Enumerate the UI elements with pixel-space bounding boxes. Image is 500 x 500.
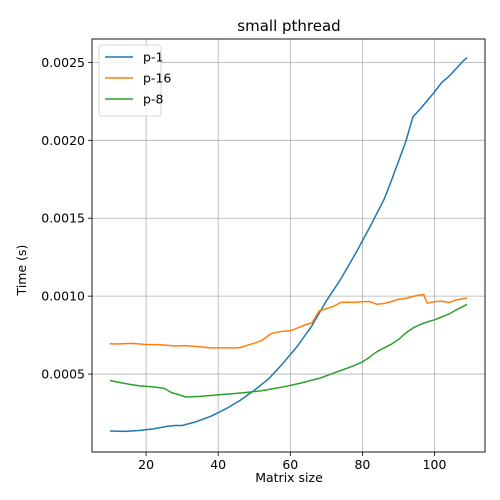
series-line-p-8 xyxy=(109,303,468,398)
series-line-p-16 xyxy=(109,293,468,349)
plot-frame xyxy=(91,38,486,453)
x-tick-label: 40 xyxy=(210,457,226,472)
grid-lines xyxy=(92,39,485,452)
y-tick-label: 0.0010 xyxy=(41,289,85,304)
x-axis: 20 40 60 80 100 xyxy=(138,452,446,472)
y-tick-label: 0.0020 xyxy=(41,133,85,148)
y-axis-label: Time (s) xyxy=(14,245,29,297)
x-tick-label: 80 xyxy=(354,457,370,472)
y-tick-label: 0.0005 xyxy=(41,367,85,382)
y-tick-label: 0.0025 xyxy=(41,55,85,70)
legend-label-p-1: p-1 xyxy=(143,50,163,65)
legend-label-p-16: p-16 xyxy=(143,71,171,86)
x-tick-label: 60 xyxy=(282,457,298,472)
legend: p-1 p-16 p-8 xyxy=(98,44,171,117)
x-axis-label: Matrix size xyxy=(255,470,323,485)
legend-label-p-8: p-8 xyxy=(143,92,163,107)
plot-area xyxy=(109,57,468,433)
y-tick-label: 0.0015 xyxy=(41,211,85,226)
chart-title: small pthread xyxy=(237,17,340,35)
y-axis: 0.0005 0.0010 0.0015 0.0020 0.0025 xyxy=(41,55,92,382)
x-tick-label: 20 xyxy=(138,457,154,472)
x-tick-label: 100 xyxy=(423,457,447,472)
series-line-p-1 xyxy=(109,57,468,433)
